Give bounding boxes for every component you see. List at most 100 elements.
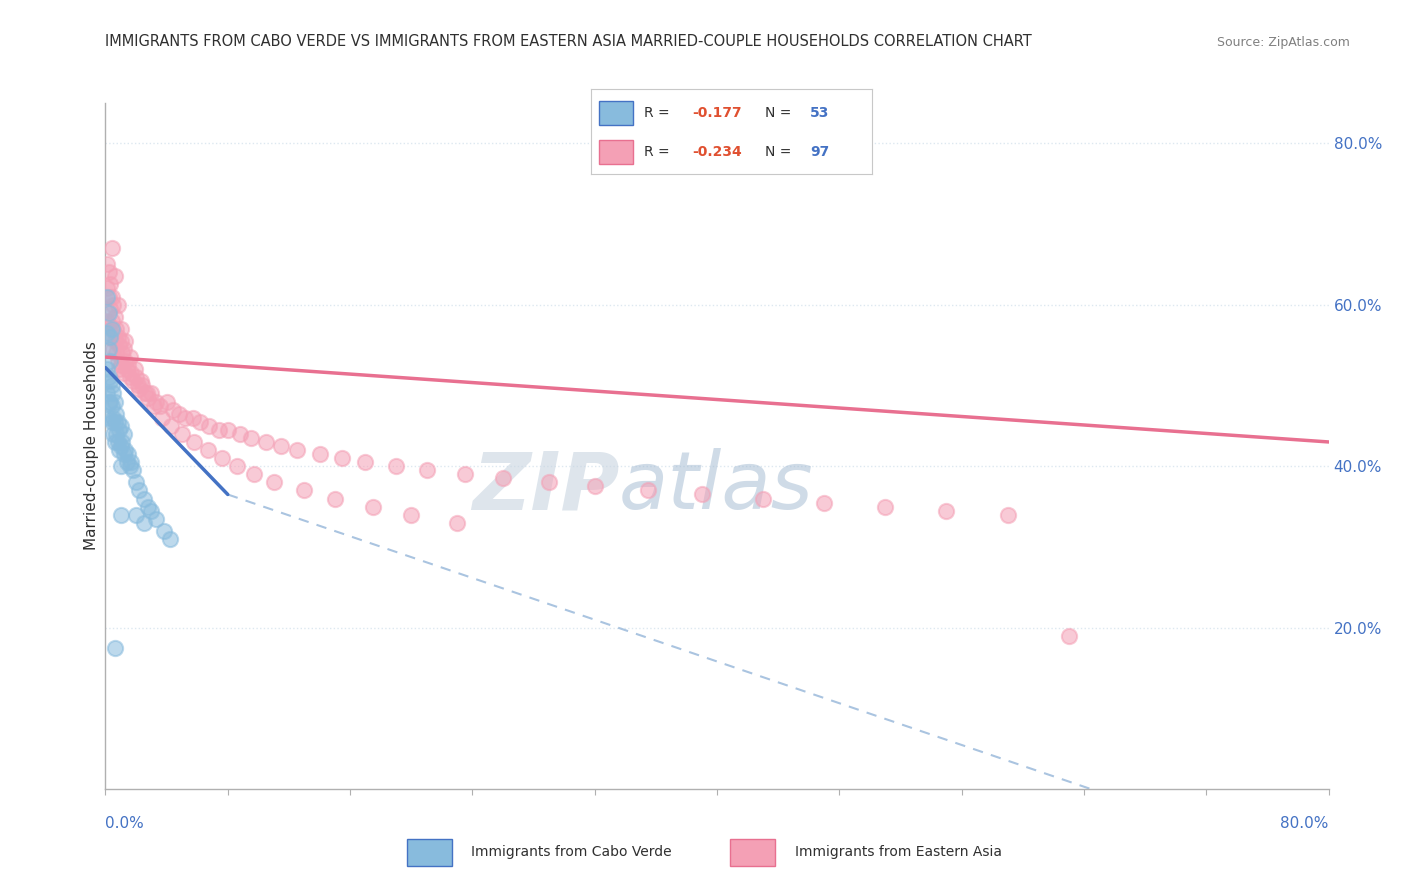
Point bbox=[292, 483, 315, 498]
Point bbox=[97, 410, 120, 425]
Point bbox=[112, 366, 135, 380]
Point bbox=[97, 318, 120, 332]
Point bbox=[101, 323, 124, 337]
Point bbox=[583, 479, 606, 493]
Point bbox=[107, 434, 129, 449]
Point bbox=[114, 354, 136, 368]
Point bbox=[170, 426, 193, 441]
Text: ZIP: ZIP bbox=[472, 448, 619, 526]
Text: N =: N = bbox=[765, 105, 792, 120]
Text: -0.177: -0.177 bbox=[692, 105, 741, 120]
Point bbox=[637, 483, 659, 498]
Point bbox=[690, 487, 713, 501]
Point bbox=[361, 500, 384, 514]
Point bbox=[112, 447, 135, 461]
Point bbox=[167, 407, 190, 421]
Point bbox=[141, 503, 163, 517]
Point bbox=[101, 426, 124, 441]
Point bbox=[141, 386, 163, 401]
Point bbox=[96, 257, 118, 271]
Point bbox=[107, 297, 129, 311]
Point bbox=[104, 394, 127, 409]
Point bbox=[332, 451, 354, 466]
Point bbox=[107, 330, 129, 344]
Point bbox=[813, 495, 835, 509]
Point bbox=[108, 362, 131, 376]
Point bbox=[323, 491, 346, 506]
Point bbox=[226, 459, 249, 474]
Point bbox=[935, 503, 957, 517]
Point bbox=[131, 378, 153, 392]
Point bbox=[100, 415, 122, 429]
Point bbox=[155, 394, 177, 409]
Point bbox=[97, 370, 120, 384]
Point bbox=[114, 334, 136, 348]
Point bbox=[1057, 629, 1080, 643]
Point bbox=[188, 415, 211, 429]
Point bbox=[118, 370, 141, 384]
Point bbox=[100, 378, 122, 392]
Point bbox=[98, 330, 121, 344]
Point bbox=[107, 354, 129, 368]
Point bbox=[198, 418, 221, 433]
Point bbox=[101, 297, 124, 311]
Point bbox=[97, 394, 120, 409]
Point bbox=[98, 330, 121, 344]
Point bbox=[100, 289, 122, 303]
Point bbox=[101, 386, 124, 401]
Point bbox=[446, 516, 468, 530]
Point bbox=[110, 418, 132, 433]
Point bbox=[104, 415, 127, 429]
Point bbox=[129, 375, 152, 389]
Point bbox=[101, 342, 124, 356]
Point bbox=[115, 455, 138, 469]
Point bbox=[181, 410, 204, 425]
Text: Immigrants from Cabo Verde: Immigrants from Cabo Verde bbox=[471, 845, 672, 859]
Point bbox=[96, 386, 118, 401]
Point bbox=[110, 459, 132, 474]
Text: R =: R = bbox=[644, 145, 669, 159]
Point bbox=[96, 289, 118, 303]
Point bbox=[104, 334, 127, 348]
Point bbox=[108, 338, 131, 352]
Point bbox=[211, 451, 233, 466]
Point bbox=[97, 342, 120, 356]
Point bbox=[125, 475, 148, 490]
Point bbox=[354, 455, 377, 469]
Point bbox=[128, 383, 150, 397]
Point bbox=[132, 516, 155, 530]
Point bbox=[107, 415, 129, 429]
Text: N =: N = bbox=[765, 145, 792, 159]
Point bbox=[96, 326, 118, 340]
Y-axis label: Married-couple Households: Married-couple Households bbox=[83, 342, 98, 550]
Point bbox=[104, 640, 127, 655]
Text: Source: ZipAtlas.com: Source: ZipAtlas.com bbox=[1216, 36, 1350, 49]
Point bbox=[150, 410, 173, 425]
Point bbox=[145, 394, 167, 409]
Point bbox=[105, 426, 128, 441]
Text: 97: 97 bbox=[810, 145, 830, 159]
Point bbox=[270, 439, 292, 453]
Point bbox=[492, 471, 515, 485]
Point bbox=[108, 443, 131, 458]
Point bbox=[105, 322, 128, 336]
Point bbox=[117, 358, 139, 372]
Bar bbox=[599, 140, 633, 164]
Point bbox=[96, 281, 118, 295]
Point bbox=[118, 350, 141, 364]
Point bbox=[207, 423, 229, 437]
Text: 53: 53 bbox=[810, 105, 830, 120]
Point bbox=[122, 375, 145, 389]
Point bbox=[120, 366, 142, 380]
Bar bbox=[406, 839, 451, 866]
Point bbox=[105, 346, 128, 360]
Point bbox=[98, 301, 121, 316]
Point bbox=[98, 277, 121, 292]
Point bbox=[104, 269, 127, 284]
Point bbox=[117, 447, 139, 461]
Point bbox=[385, 459, 408, 474]
Point bbox=[162, 402, 184, 417]
Point bbox=[135, 386, 157, 401]
Point bbox=[97, 306, 120, 320]
Point bbox=[101, 410, 124, 425]
